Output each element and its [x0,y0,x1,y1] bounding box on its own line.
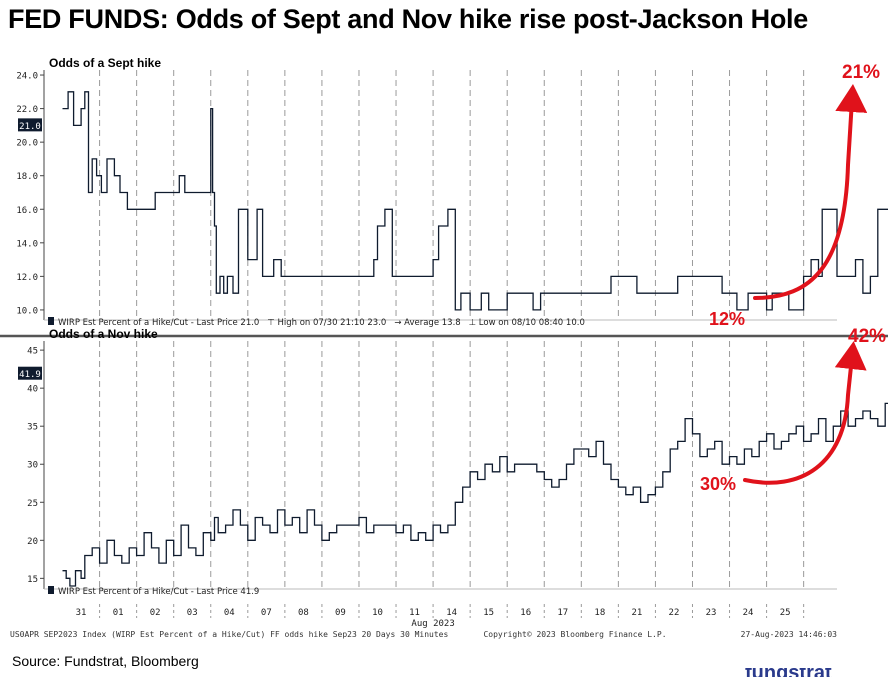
sept-y-tick-label: 18.0 [16,172,38,182]
nov-annotation-start: 30% [700,474,736,494]
sept-legend-series: WIRP Est Percent of a Hike/Cut - Last Pr… [58,318,259,328]
sept-y-tick-label: 16.0 [16,206,38,216]
sept-y-tick-label: 10.0 [16,306,38,316]
footer-left: US0APR SEP2023 Index (WIRP Est Percent o… [10,630,448,639]
sept-y-tick-label: 14.0 [16,239,38,249]
sept-legend-low: Low on 08/10 08:40 10.0 [479,318,585,328]
nov-y-tick-label: 20 [27,537,38,547]
sept-legend: WIRP Est Percent of a Hike/Cut - Last Pr… [58,318,585,328]
sept-high-icon: ⊤ [267,318,277,328]
x-tick-label: 08 [298,608,309,618]
x-tick-label: 31 [76,608,87,618]
x-tick-label: 09 [335,608,346,618]
nov-last-value-text: 41.9 [19,370,41,380]
sept-legend-average: Average 13.8 [404,318,461,328]
sept-annotation-end: 21% [842,62,880,83]
page-title: FED FUNDS: Odds of Sept and Nov hike ris… [8,4,808,34]
x-tick-label: 18 [594,608,605,618]
nov-last-value-badge [18,366,42,380]
x-tick-label: 15 [483,608,494,618]
x-tick-label: 03 [187,608,198,618]
sept-legend-high: High on 07/30 21:10 23.0 [277,318,386,328]
x-tick-label: 04 [224,608,235,618]
x-axis: 31 01 02 03 04 07 08 09 10 11 14 15 16 17 18 21 22 23 24 25… [10,604,837,639]
x-tick-label: 24 [743,608,754,618]
x-tick-label: 10 [372,608,383,618]
sept-low-icon: ⊥ [469,318,479,328]
sept-last-value-text: 21.0 [19,122,41,132]
nov-y-tick-label: 15 [27,575,38,585]
footer-right: 27-Aug-2023 14:46:03 [741,630,838,639]
sept-arrow [753,84,868,300]
sept-series-line [62,91,888,311]
x-tick-label: 11 [409,608,420,618]
x-tick-label: 14 [446,608,457,618]
x-tick-label: 01 [113,608,124,618]
x-tick-label: 23 [706,608,717,618]
nov-y-tick-label: 25 [27,499,38,509]
sept-average-icon: → [394,318,404,328]
sept-annotation-start: 12% [709,309,745,329]
nov-arrow [743,341,867,485]
nov-y-tick-label: 40 [27,385,38,395]
nov-hike-panel: 45 40 35 30 25 20 15 Odds of a Nov hike 41.9 WIRP… [18,327,888,597]
sept-panel-title: Odds of a Sept hike [49,56,161,70]
sept-y-tick-label: 12.0 [16,273,38,283]
footer-center: Copyright© 2023 Bloomberg Finance L.P. [483,630,666,639]
sept-y-tick-label: 22.0 [16,105,38,115]
nov-series-line [62,402,888,587]
sept-hike-panel: 24.0 22.0 20.0 18.0 16.0 14.0 12.0 10.0 Odds of … [0,56,888,338]
nov-panel-title: Odds of a Nov hike [49,327,158,341]
nov-annotation-end: 42% [848,326,886,347]
sept-last-value-badge [18,118,42,132]
x-tick-label: 21 [631,608,642,618]
nov-y-tick-label: 30 [27,461,38,471]
x-tick-label: 02 [150,608,161,618]
annotations: 21% 12% 42% 30% [700,62,886,494]
sept-y-tick-label: 24.0 [16,72,38,82]
sept-y-tick-label: 20.0 [16,139,38,149]
x-tick-label: 17 [557,608,568,618]
nov-y-tick-label: 45 [27,347,38,357]
x-month-label: Aug 2023 [411,619,454,629]
source-note: Source: Fundstrat, Bloomberg [12,653,199,669]
x-tick-label: 22 [669,608,680,618]
x-tick-label: 07 [261,608,272,618]
x-tick-label: 16 [520,608,531,618]
nov-y-tick-label: 35 [27,423,38,433]
brand-logo: fundstrat [745,668,832,677]
sept-legend-swatch [48,317,54,325]
nov-legend-series: WIRP Est Percent of a Hike/Cut - Last Pr… [58,587,259,597]
nov-legend-swatch [48,586,54,594]
nov-legend: WIRP Est Percent of a Hike/Cut - Last Pr… [58,587,259,597]
x-tick-label: 25 [780,608,791,618]
